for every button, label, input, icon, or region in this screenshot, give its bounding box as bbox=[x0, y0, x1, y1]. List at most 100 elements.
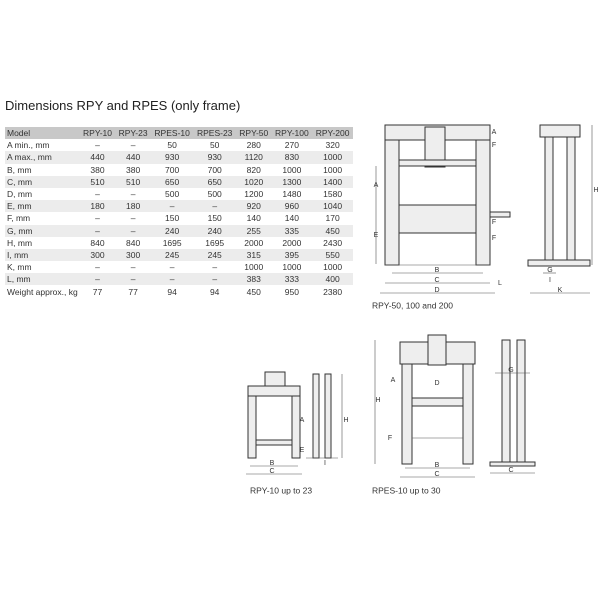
drawing-rpes10 bbox=[374, 334, 536, 478]
table-cell: 700 bbox=[207, 164, 222, 175]
diagram-caption: RPES-10 up to 30 bbox=[372, 485, 441, 495]
dimension-label: B bbox=[435, 462, 440, 469]
dimension-label: D bbox=[434, 380, 439, 387]
table-cell: 245 bbox=[150, 248, 194, 262]
dimension-label: H bbox=[593, 187, 598, 194]
table-cell: 930 bbox=[150, 151, 194, 164]
table-cell: – bbox=[150, 200, 194, 213]
table-cell: 333 bbox=[271, 273, 313, 286]
table-cell: 500 bbox=[165, 189, 180, 200]
dimension-label: L bbox=[498, 280, 502, 287]
table-cell: 300 bbox=[115, 248, 151, 262]
title: Dimensions RPY and RPES (only frame) bbox=[5, 98, 241, 113]
table-row: C, mm 510 510 650 650 1020 1300 1400 bbox=[5, 175, 353, 188]
table-cell: 380 bbox=[125, 164, 141, 175]
table-cell: – bbox=[95, 262, 100, 273]
table-row: G, mm – –240 240 255 335 450 bbox=[5, 224, 353, 237]
table-row: Weight approx., kg 77 77 94 94 450 950 2380 bbox=[5, 285, 353, 297]
table-cell: 650 bbox=[193, 175, 236, 188]
table-cell: – bbox=[79, 273, 116, 286]
table-cell: F, mm bbox=[7, 213, 31, 224]
table-cell: 150 bbox=[207, 213, 222, 224]
header-cell: Model bbox=[5, 127, 80, 140]
table-cell: – bbox=[95, 189, 100, 200]
table-cell: 1400 bbox=[312, 175, 353, 188]
dimension-label: H bbox=[375, 397, 380, 404]
dimension-label: I bbox=[549, 277, 551, 284]
table-cell: – bbox=[130, 140, 136, 151]
table-cell: G, mm bbox=[5, 224, 80, 237]
table-cell: – bbox=[95, 140, 100, 151]
table-cell: – bbox=[212, 262, 218, 273]
table-cell: A max., mm bbox=[5, 151, 80, 164]
table-row: A min., mm – – 50 50 280 270 320 bbox=[5, 139, 353, 151]
table-cell: – bbox=[130, 262, 136, 273]
table-cell: 140 bbox=[284, 213, 299, 224]
table-row: I, mm 300 300 245 245 315 395 550 bbox=[5, 248, 353, 262]
table-cell: 240 bbox=[193, 224, 236, 237]
table-cell: – bbox=[130, 213, 136, 224]
table-cell: – bbox=[79, 224, 116, 237]
table-cell: 400 bbox=[312, 273, 353, 286]
table-row: A max., mm 440 440 930 930 1120 830 1000 bbox=[5, 151, 353, 164]
table-cell: 510 bbox=[79, 175, 116, 188]
table-cell: 280 bbox=[246, 140, 261, 151]
table-cell: 150 bbox=[165, 213, 180, 224]
table-cell: – bbox=[193, 273, 236, 286]
table-cell: 1000 bbox=[323, 262, 343, 273]
table-cell: 380 bbox=[90, 164, 105, 175]
table-cell: B, mm bbox=[7, 164, 32, 175]
table-cell: 440 bbox=[115, 151, 151, 164]
table-cell: 450 bbox=[312, 224, 353, 237]
table-cell: 650 bbox=[150, 175, 194, 188]
table-cell: K, mm bbox=[7, 262, 32, 273]
dimensions-table: Model RPY-10 RPY-23 RPES-10 RPES-23 RPY-50 RPY… bbox=[5, 127, 353, 298]
table-cell: 830 bbox=[271, 151, 313, 164]
table-cell: E, mm bbox=[5, 200, 80, 213]
diagram-caption: RPY-50, 100 and 200 bbox=[372, 300, 453, 310]
header-cell: RPY-23 bbox=[115, 127, 151, 140]
drawing-rpy50-side bbox=[527, 124, 593, 294]
table-cell: 840 bbox=[125, 237, 141, 248]
table-cell: – bbox=[130, 189, 136, 200]
table-row: F, mm – – 150 150 140 140 170 bbox=[5, 212, 353, 224]
table-cell: 840 bbox=[90, 237, 105, 248]
table-cell: D, mm bbox=[7, 189, 33, 200]
dimension-label: E bbox=[374, 232, 379, 239]
header-cell: RPES-23 bbox=[193, 127, 236, 140]
table-cell: 50 bbox=[209, 140, 220, 151]
table-cell: 1000 bbox=[282, 262, 302, 273]
table-row: K, mm – – – – 1000 1000 1000 bbox=[5, 261, 353, 273]
table-cell: – bbox=[150, 273, 194, 286]
table-cell: 700 bbox=[165, 164, 180, 175]
table-cell: 500 bbox=[207, 189, 222, 200]
table-row: H, mm 840 840 1695 1695 2000 2000 2430 bbox=[5, 237, 353, 249]
dimension-label: A bbox=[492, 129, 497, 136]
table-cell: 1580 bbox=[323, 189, 343, 200]
table-cell: 2430 bbox=[323, 237, 343, 248]
table-cell: 50 bbox=[167, 140, 177, 151]
table-cell: 1000 bbox=[282, 164, 302, 175]
table-cell: C, mm bbox=[5, 175, 80, 188]
table-cell: 77 bbox=[128, 286, 138, 297]
header-cell: RPY-100 bbox=[271, 127, 313, 140]
table-cell: – bbox=[193, 200, 236, 213]
table-cell: 1120 bbox=[235, 151, 272, 164]
header-cell: RPES-10 bbox=[150, 127, 194, 140]
table-cell: 300 bbox=[79, 248, 116, 262]
table-cell: 510 bbox=[115, 175, 151, 188]
dimension-label: C bbox=[508, 467, 513, 474]
table-body: A min., mm – –50 50 280 270 320 A max., mm 440 44… bbox=[5, 139, 353, 297]
table-cell: – bbox=[115, 273, 151, 286]
table-row: E, mm 180 180– –920 960 1040 bbox=[5, 200, 353, 213]
table-cell: 255 bbox=[235, 224, 272, 237]
table-row: B, mm 380 380 700 700 820 1000 1000 bbox=[5, 164, 353, 176]
dimension-label: G bbox=[547, 267, 552, 274]
table-cell: I, mm bbox=[5, 248, 80, 262]
table-cell: 1480 bbox=[282, 189, 302, 200]
table-cell: – bbox=[169, 262, 175, 273]
table-cell: 440 bbox=[79, 151, 116, 164]
dimension-label: C bbox=[434, 471, 439, 478]
table-cell: 240 bbox=[150, 224, 194, 237]
